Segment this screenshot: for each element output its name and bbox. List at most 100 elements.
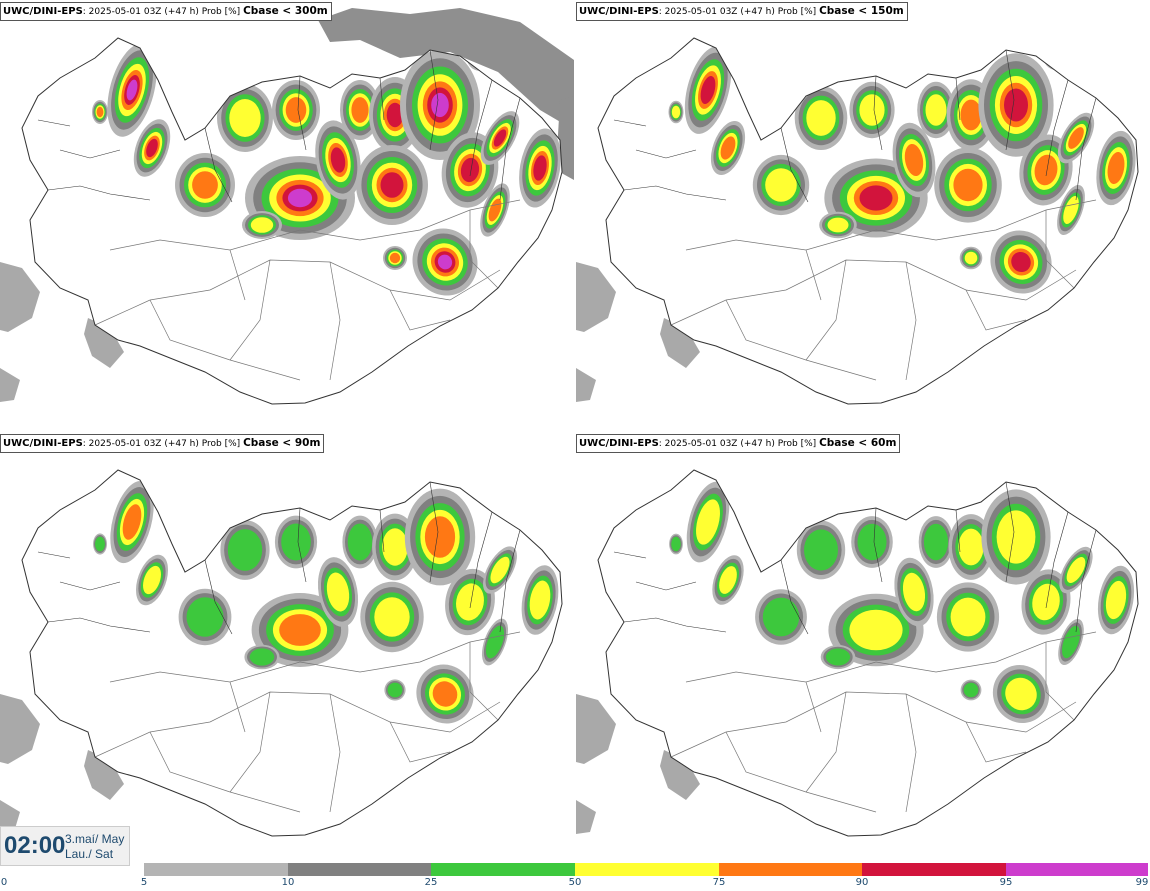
probability-contour (382, 528, 408, 566)
probability-contour (279, 614, 321, 646)
probability-contour (1048, 46, 1064, 64)
probability-contour (431, 92, 449, 118)
probability-contour (849, 609, 903, 651)
run-info: 2025-05-01 03Z (+47 h) Prob [%] (664, 439, 817, 449)
legend-tick-label: 95 (999, 877, 1013, 888)
separator: : (82, 439, 89, 449)
probability-contour (671, 105, 681, 119)
probability-contour (387, 682, 403, 698)
coastline (21, 37, 563, 405)
fjord-line (873, 75, 883, 151)
probability-contour (374, 597, 410, 637)
sea-fog-area (660, 750, 700, 800)
probability-contour (485, 625, 505, 659)
probability-contour (281, 523, 311, 561)
probability-contour (1044, 42, 1068, 68)
model-name: UWC/DINI-EPS (3, 438, 83, 449)
panel-title: UWC/DINI-EPS: 2025-05-01 03Z (+47 h) Pro… (0, 434, 325, 453)
road-line (229, 249, 246, 301)
probability-contour (1046, 44, 1066, 66)
legend-color-bin (1006, 863, 1148, 876)
sea-fog-area (576, 800, 596, 834)
road-line (469, 642, 499, 721)
probability-contour (1047, 477, 1065, 497)
legend-color-bin (862, 863, 1006, 876)
road-line (965, 289, 1027, 331)
fjord-line (469, 79, 493, 177)
probability-contour (386, 102, 404, 128)
sea-fog-area (318, 8, 574, 130)
road-line (805, 259, 847, 361)
map-panel: UWC/DINI-EPS: 2025-05-01 03Z (+47 h) Pro… (0, 432, 574, 862)
road-line (670, 259, 1077, 326)
valid-time-box: 02:00 3.maí/ May Lau./ Sat (0, 826, 130, 866)
separator: : (658, 7, 665, 17)
probability-field (668, 40, 1136, 294)
probability-contour (719, 566, 737, 594)
road-line (94, 691, 501, 758)
probability-contour (806, 100, 836, 136)
legend-tick-label: 10 (281, 877, 295, 888)
probability-contour (287, 188, 313, 208)
probability-field (92, 39, 561, 296)
probability-contour (490, 556, 510, 584)
probability-field (669, 473, 1135, 723)
valid-date: 3.maí/ May Lau./ Sat (65, 832, 124, 862)
legend-tick-label: 99 (1135, 877, 1149, 888)
fjord-line (623, 185, 727, 201)
probability-contour (1004, 88, 1028, 122)
probability-contour (671, 536, 681, 552)
probability-contour (1107, 151, 1125, 185)
probability-contour (330, 147, 346, 173)
probability-contour (923, 523, 949, 561)
legend-color-bin (288, 863, 431, 876)
fjord-line (297, 507, 307, 583)
fjord-line (429, 481, 439, 583)
probability-contour (964, 251, 978, 265)
probability-contour (424, 516, 456, 558)
legend-color-bin (431, 863, 575, 876)
probability-contour (1034, 154, 1058, 186)
road-line (389, 721, 451, 763)
probability-contour (471, 477, 489, 497)
probability-contour (146, 138, 158, 158)
probability-contour (249, 648, 275, 666)
fjord-line (780, 127, 809, 203)
road-line (109, 199, 521, 251)
fjord-line (1005, 49, 1015, 151)
valid-date-line1: 3.maí/ May (65, 832, 125, 846)
probability-field (93, 472, 559, 724)
legend-color-bin (575, 863, 719, 876)
legend-tick-label: 5 (140, 877, 148, 888)
probability-contour (1042, 40, 1070, 70)
fjord-line (499, 529, 521, 633)
probability-contour (953, 168, 983, 202)
probability-contour (186, 597, 224, 637)
run-info: 2025-05-01 03Z (+47 h) Prob [%] (88, 439, 241, 449)
probability-contour (1063, 196, 1079, 224)
road-line (1045, 210, 1075, 289)
fjord-line (429, 49, 439, 151)
legend-color-bin (144, 863, 288, 876)
road-line (389, 289, 451, 331)
probability-contour (1005, 677, 1037, 711)
road-line (109, 631, 521, 683)
probability-contour (229, 99, 261, 137)
probability-contour (460, 157, 480, 183)
variable-name: Cbase < 150m (819, 5, 904, 17)
probability-contour (804, 529, 838, 571)
model-name: UWC/DINI-EPS (579, 438, 659, 449)
panel-title: UWC/DINI-EPS: 2025-05-01 03Z (+47 h) Pro… (576, 434, 901, 453)
map-panel: UWC/DINI-EPS: 2025-05-01 03Z (+47 h) Pro… (0, 0, 574, 430)
coastline (597, 469, 1139, 837)
probability-contour (122, 504, 142, 540)
fjord-line (469, 511, 493, 609)
probability-contour (958, 528, 984, 566)
fjord-line (379, 509, 385, 553)
fjord-line (955, 509, 961, 553)
probability-contour (762, 597, 800, 637)
legend-tick-label: 90 (855, 877, 869, 888)
probability-contour (963, 682, 979, 698)
road-line (725, 731, 877, 813)
fjord-line (499, 97, 521, 201)
